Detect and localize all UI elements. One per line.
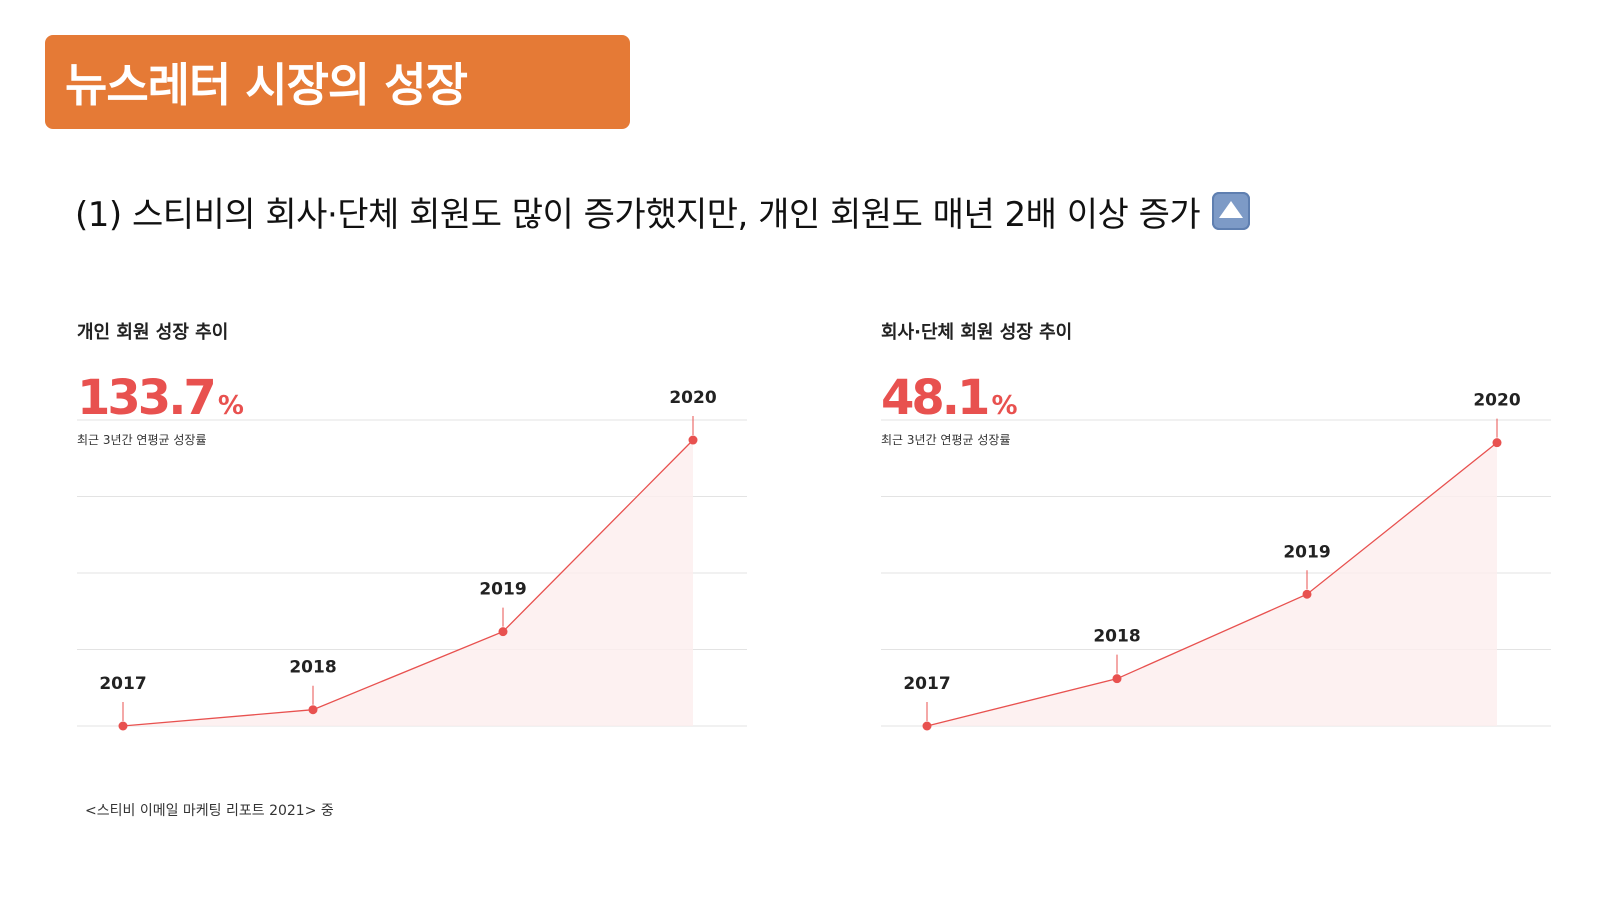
series-line [926, 442, 1498, 727]
area-fill [927, 442, 1497, 726]
data-point [1302, 589, 1312, 599]
subtitle-row: (1) 스티비의 회사·단체 회원도 많이 증가했지만, 개인 회원도 매년 2… [75, 186, 1251, 236]
data-point [118, 721, 128, 731]
point-label: 2017 [903, 674, 950, 694]
title-banner: 뉴스레터 시장의 성장 [45, 35, 630, 129]
chart-title: 개인 회원 성장 추이 [77, 322, 229, 343]
point-label: 2020 [1473, 391, 1520, 411]
growth-stat: 48.1 % [881, 370, 1018, 426]
growth-caption: 최근 3년간 연평균 성장률 [881, 433, 1011, 447]
growth-stat: 133.7 % [77, 370, 244, 426]
series-line [122, 439, 694, 727]
point-label: 2020 [669, 388, 716, 408]
source-note: <스티비 이메일 마케팅 리포트 2021> 중 [85, 803, 334, 819]
point-label: 2019 [479, 580, 526, 600]
growth-unit: % [217, 391, 244, 421]
data-point [1112, 674, 1122, 684]
growth-value: 133.7 [77, 370, 217, 426]
data-point [922, 721, 932, 731]
growth-unit: % [991, 391, 1018, 421]
chart-company: 2017 2018 2019 2020 [881, 391, 1551, 731]
data-point [308, 705, 318, 715]
area-fill [123, 440, 693, 726]
point-label: 2018 [1093, 627, 1140, 647]
chart-individual: 2017 2018 2019 2020 [77, 388, 747, 731]
subtitle-text: (1) 스티비의 회사·단체 회원도 많이 증가했지만, 개인 회원도 매년 2… [75, 194, 1201, 235]
chart-panel-individual: 2017 2018 2019 2020 개인 회원 성장 추이 133.7 % 최근 … [77, 318, 767, 748]
point-label: 2019 [1283, 542, 1330, 562]
page-title: 뉴스레터 시장의 성장 [65, 58, 468, 112]
up-arrow-button-icon [1212, 192, 1251, 230]
growth-caption: 최근 3년간 연평균 성장률 [77, 433, 207, 447]
data-point [498, 627, 508, 637]
chart-panel-company: 2017 2018 2019 2020 회사·단체 회원 성장 추이 48.1 % 최… [881, 318, 1571, 748]
point-label: 2017 [99, 674, 146, 694]
point-label: 2018 [289, 658, 336, 678]
data-point [1492, 438, 1502, 448]
data-point [688, 435, 698, 445]
chart-title: 회사·단체 회원 성장 추이 [881, 322, 1073, 343]
growth-value: 48.1 [881, 370, 990, 426]
